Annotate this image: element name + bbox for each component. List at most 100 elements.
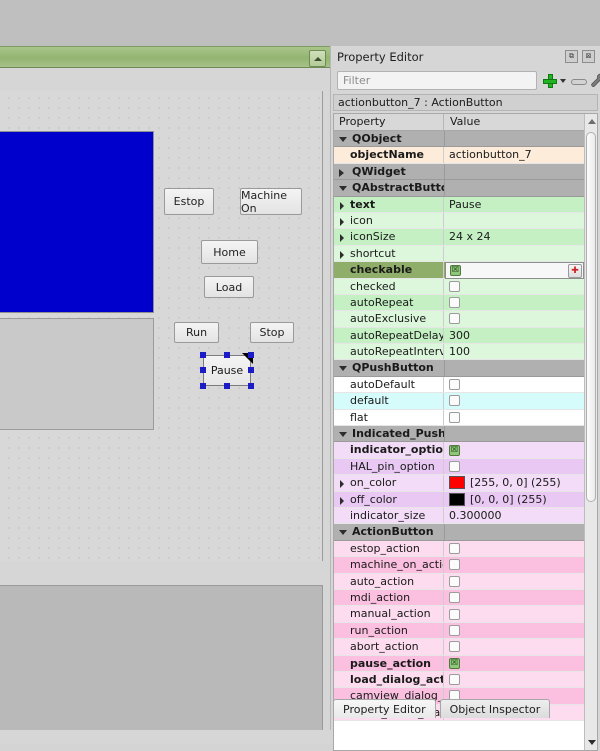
property-row-indicator-size[interactable]: indicator_size 0.300000 [334, 507, 584, 525]
filter-input[interactable]: Filter [337, 71, 537, 90]
checkbox-icon[interactable] [449, 379, 460, 391]
property-value[interactable]: [255, 0, 0] (255) [444, 475, 584, 490]
property-value[interactable] [444, 557, 584, 572]
property-row-icon[interactable]: icon [334, 212, 584, 230]
property-group-qabstractbutton[interactable]: QAbstractButton [334, 180, 584, 197]
resize-handle-top-right[interactable] [248, 352, 254, 358]
tab-object-inspector[interactable]: Object Inspector [439, 699, 551, 718]
checkbox-icon[interactable]: ☒ [449, 444, 460, 456]
chevron-down-icon[interactable] [339, 530, 347, 536]
property-row-autorepeat[interactable]: autoRepeat [334, 294, 584, 312]
minimize-button[interactable] [309, 50, 326, 67]
property-row-checkable[interactable]: checkable ☒ ✚ [334, 262, 584, 279]
scroll-down-arrow-icon[interactable] [588, 740, 596, 745]
property-value[interactable] [444, 574, 584, 589]
color-swatch[interactable] [449, 492, 465, 506]
resize-handle-bottom-right[interactable] [248, 383, 254, 389]
checkbox-icon[interactable] [449, 461, 460, 472]
property-row-autorepeatinterval[interactable]: autoRepeatInterval 100 [334, 344, 584, 361]
checkbox-icon[interactable]: ☒ [449, 657, 460, 669]
property-row-autoexclusive[interactable]: autoExclusive [334, 311, 584, 328]
chevron-right-icon[interactable] [339, 168, 344, 177]
property-value[interactable] [444, 213, 584, 228]
close-icon[interactable]: ⊠ [582, 50, 595, 63]
property-row-shortcut[interactable]: shortcut [334, 245, 584, 263]
estop-button[interactable]: Estop [164, 188, 214, 215]
checkbox-icon[interactable] [449, 313, 460, 325]
property-value[interactable] [444, 295, 584, 310]
gray-panel-widget[interactable] [0, 318, 154, 430]
property-row-default[interactable]: default [334, 393, 584, 410]
property-value[interactable]: 0.300000 [449, 508, 502, 522]
property-value-editor[interactable]: ☒ ✚ [445, 262, 584, 279]
property-value[interactable]: Pause [449, 197, 482, 211]
checkbox-icon[interactable] [449, 297, 460, 309]
home-button[interactable]: Home [201, 240, 258, 264]
checkbox-icon[interactable] [449, 592, 460, 604]
property-group-qobject[interactable]: QObject [334, 131, 584, 148]
resize-handle-top-center[interactable] [224, 352, 230, 358]
property-group-indicated_pushbutton[interactable]: Indicated_PushButton [334, 426, 584, 443]
property-row-hal-pin-option[interactable]: HAL_pin_option [334, 458, 584, 476]
property-value[interactable]: ☒ [444, 656, 584, 671]
designer-window-titlebar[interactable] [0, 46, 330, 68]
chevron-down-icon[interactable] [339, 432, 347, 438]
property-value[interactable]: 300 [449, 328, 470, 342]
property-row-indicator-option[interactable]: indicator_option ☒ [334, 442, 584, 459]
property-row-autodefault[interactable]: autoDefault [334, 376, 584, 394]
vertical-scrollbar-thumb[interactable] [586, 132, 596, 502]
property-row-pause-action[interactable]: pause_action ☒ [334, 655, 584, 672]
property-value[interactable] [444, 590, 584, 605]
property-value[interactable]: 100 [449, 345, 470, 359]
property-row-auto-action[interactable]: auto_action [334, 573, 584, 590]
checkbox-icon[interactable] [449, 542, 460, 554]
load-button[interactable]: Load [204, 276, 254, 298]
checkbox-icon[interactable] [449, 559, 460, 571]
property-row-iconsize[interactable]: iconSize 24 x 24 [334, 229, 584, 246]
resize-handle-top-left[interactable] [200, 352, 206, 358]
resize-handle-bottom-center[interactable] [224, 383, 230, 389]
wrench-icon[interactable] [590, 73, 600, 89]
property-row-flat[interactable]: flat [334, 409, 584, 427]
color-swatch[interactable] [449, 476, 465, 490]
remove-dynamic-property-icon[interactable] [571, 79, 587, 85]
property-value[interactable] [444, 623, 584, 638]
checkbox-icon[interactable] [449, 608, 460, 620]
property-row-machine-on-action[interactable]: machine_on_action [334, 557, 584, 574]
checkbox-icon[interactable]: ☒ [450, 264, 461, 276]
property-value[interactable] [444, 377, 584, 392]
checkbox-icon[interactable] [449, 641, 460, 653]
property-group-qpushbutton[interactable]: QPushButton [334, 360, 584, 377]
property-row-estop-action[interactable]: estop_action [334, 540, 584, 558]
chevron-right-icon[interactable] [340, 217, 344, 226]
checkbox-icon[interactable] [449, 575, 460, 587]
checkbox-icon[interactable] [449, 624, 460, 636]
property-value[interactable] [444, 541, 584, 556]
form-design-canvas[interactable]: Estop Machine On Home Load Run Stop Paus… [0, 91, 323, 561]
blue-display-widget[interactable] [0, 131, 154, 313]
add-dynamic-property-icon[interactable] [542, 73, 558, 89]
chevron-down-icon[interactable] [339, 366, 347, 372]
checkbox-icon[interactable] [449, 411, 460, 423]
float-icon[interactable]: ⧉ [565, 50, 578, 63]
machine-on-button[interactable]: Machine On [240, 188, 302, 215]
property-value[interactable]: ☒ [444, 442, 584, 457]
property-row-autorepeatdelay[interactable]: autoRepeatDelay 300 [334, 327, 584, 345]
property-group-actionbutton[interactable]: ActionButton [334, 524, 584, 541]
pause-button-selection[interactable]: Pause [200, 352, 254, 389]
property-vertical-scrollbar[interactable] [584, 114, 597, 750]
chevron-right-icon[interactable] [340, 480, 344, 489]
run-button[interactable]: Run [174, 322, 219, 343]
stop-button[interactable]: Stop [250, 322, 294, 343]
chevron-down-icon[interactable] [339, 137, 347, 142]
property-value[interactable]: 24 x 24 [449, 230, 491, 244]
resize-handle-middle-left[interactable] [200, 367, 206, 373]
property-value[interactable] [444, 393, 584, 408]
property-value[interactable] [444, 410, 584, 425]
property-row-run-action[interactable]: run_action [334, 622, 584, 640]
property-row-on-color[interactable]: on_color [255, 0, 0] (255) [334, 475, 584, 492]
property-value[interactable] [444, 279, 584, 294]
chevron-right-icon[interactable] [340, 496, 344, 505]
property-rows[interactable]: QObject objectName actionbutton_7 QWidget QA… [334, 131, 584, 750]
property-row-off-color[interactable]: off_color [0, 0, 0] (255) [334, 491, 584, 508]
